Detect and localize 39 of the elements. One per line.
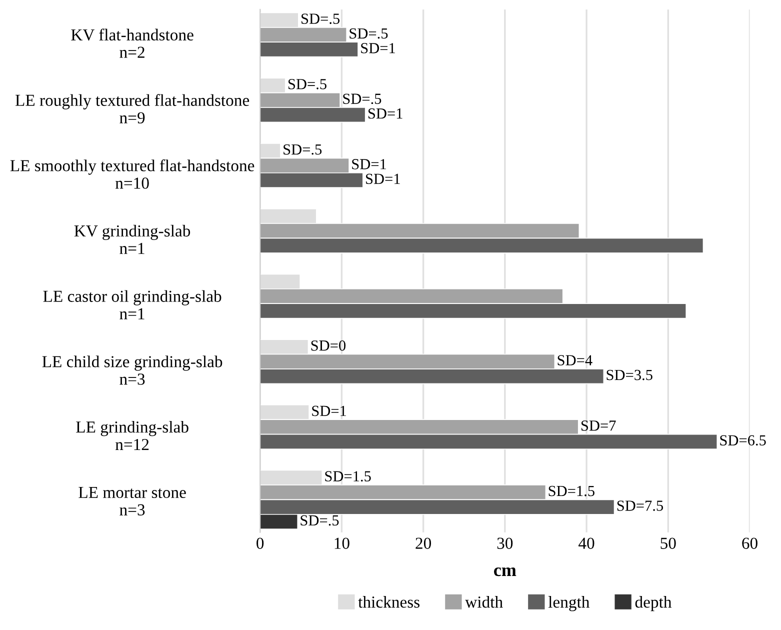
x-tick-label: 50 xyxy=(660,538,676,549)
annotation: SD=1 xyxy=(312,406,346,416)
x-tick-label: 20 xyxy=(416,538,431,549)
y-tick-label: LE mortar stone n=3 xyxy=(78,486,186,516)
annotation: SD=1 xyxy=(352,159,386,170)
annotation: SD=7.5 xyxy=(617,500,664,511)
x-tick-label: 60 xyxy=(742,538,758,549)
y-tick-label: KV grinding-slab n=1 xyxy=(74,224,190,254)
x-tick-label: 10 xyxy=(334,538,350,549)
annotation: SD=6.5 xyxy=(720,435,766,446)
legend-label: width xyxy=(465,596,503,608)
legend-label: depth xyxy=(635,596,672,612)
y-tick-label: LE smoothly textured flat-handstone n=10 xyxy=(10,159,254,189)
annotation: SD=.5 xyxy=(302,14,340,24)
y-tick-label: LE roughly textured flat-handstone n=9 xyxy=(15,94,250,124)
annotation: SD=1 xyxy=(366,174,400,184)
annotation: SD=.5 xyxy=(288,78,326,90)
legend-label: thickness xyxy=(358,596,420,608)
annotation: SD=4 xyxy=(558,355,592,366)
y-tick-label: KV flat-handstone n=2 xyxy=(71,28,194,58)
annotation: SD=3.5 xyxy=(606,370,652,380)
annotation: SD=1.5 xyxy=(325,471,371,482)
x-tick-label: 30 xyxy=(497,538,513,549)
y-tick-label: LE child size grinding-slab n=3 xyxy=(42,356,222,385)
x-axis-title: cm xyxy=(494,567,516,576)
annotation: SD=1 xyxy=(361,43,395,54)
annotation: SD=0 xyxy=(311,340,346,351)
annotation: SD=1 xyxy=(368,108,402,119)
annotation: SD=.5 xyxy=(343,94,382,104)
legend-label: length xyxy=(548,596,590,612)
annotation: SD=.5 xyxy=(284,144,322,155)
annotation: SD=.5 xyxy=(350,28,388,39)
y-tick-label: LE castor oil grinding-slab n=1 xyxy=(43,290,222,320)
annotation: SD=1.5 xyxy=(548,486,594,496)
x-tick-label: 0 xyxy=(256,538,264,549)
annotation: SD=.5 xyxy=(300,515,339,526)
annotation: SD=7 xyxy=(581,420,616,431)
x-tick-label: 40 xyxy=(578,538,594,549)
y-tick-label: LE grinding-slab n=12 xyxy=(76,420,188,450)
